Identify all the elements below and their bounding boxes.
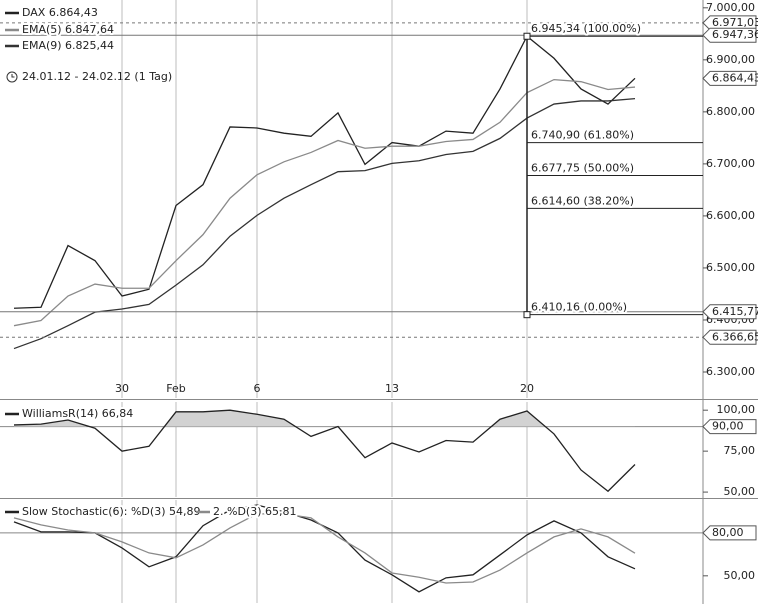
fib-label: 6.740,90 (61.80%) [531, 129, 634, 142]
y-tick-label: 6.500,00 [706, 261, 755, 274]
legend-label: WilliamsR(14) 66,84 [22, 407, 133, 420]
y-tick-label: 7.000,00 [706, 1, 755, 14]
x-tick-label: Feb [166, 382, 185, 395]
legend-label: DAX 6.864,43 [22, 6, 98, 19]
clock-icon [6, 71, 18, 83]
y-tick-label: 6.300,00 [706, 365, 755, 378]
legend-label: Slow Stochastic(6): %D(3) 54,89 [22, 505, 200, 518]
legend-label: EMA(9) 6.825,44 [22, 39, 114, 52]
fib-label: 6.945,34 (100.00%) [531, 22, 641, 35]
price-label-box [702, 27, 757, 43]
price-label-box [702, 70, 757, 86]
price-label: 6.947,36 [712, 28, 758, 41]
y-tick-label: 6.800,00 [706, 105, 755, 118]
series-line [13, 409, 636, 493]
x-tick-label: 30 [115, 382, 129, 395]
fib-label: 6.410,16 (0.00%) [531, 301, 627, 314]
level-label-box [702, 419, 757, 435]
x-tick-label: 20 [520, 382, 534, 395]
x-tick-label: 13 [385, 382, 399, 395]
fib-handle [523, 311, 531, 319]
panel [0, 22, 703, 350]
panel [0, 504, 703, 593]
level-label-box [702, 525, 757, 541]
fib-label: 6.677,75 (50.00%) [531, 161, 634, 174]
series-line [13, 513, 636, 584]
level-label: 90,00 [712, 420, 744, 433]
price-label: 6.366,65 [712, 330, 758, 343]
y-tick-label: 75,00 [724, 444, 756, 457]
y-tick-label: 6.600,00 [706, 209, 755, 222]
series-line [13, 35, 636, 309]
level-label: 80,00 [712, 526, 744, 539]
price-label-box [702, 329, 757, 345]
fib-label: 6.614,60 (38.20%) [531, 194, 634, 207]
price-label: 6.415,77 [712, 305, 758, 318]
price-label: 6.971,03 [712, 16, 758, 29]
x-tick-label: 6 [254, 382, 261, 395]
series-line [13, 504, 636, 593]
legend-label: 2. %D(3) 65,81 [213, 505, 296, 518]
series-line [13, 78, 636, 327]
date-range: 24.01.12 - 24.02.12 (1 Tag) [22, 70, 172, 83]
y-tick-label: 50,00 [724, 485, 756, 498]
fib-handle [523, 32, 531, 40]
clock-face [6, 71, 18, 83]
clock-hands [11, 74, 15, 78]
price-label: 6.864,43 [712, 71, 758, 84]
y-tick-label: 50,00 [724, 569, 756, 582]
panel [0, 409, 703, 493]
legend-label: EMA(5) 6.847,64 [22, 23, 114, 36]
y-tick-label: 6.700,00 [706, 157, 755, 170]
overbought-fill [14, 410, 546, 427]
price-label-box [702, 304, 757, 320]
y-tick-label: 100,00 [717, 403, 756, 416]
y-tick-label: 6.900,00 [706, 53, 755, 66]
series-line [13, 97, 636, 350]
